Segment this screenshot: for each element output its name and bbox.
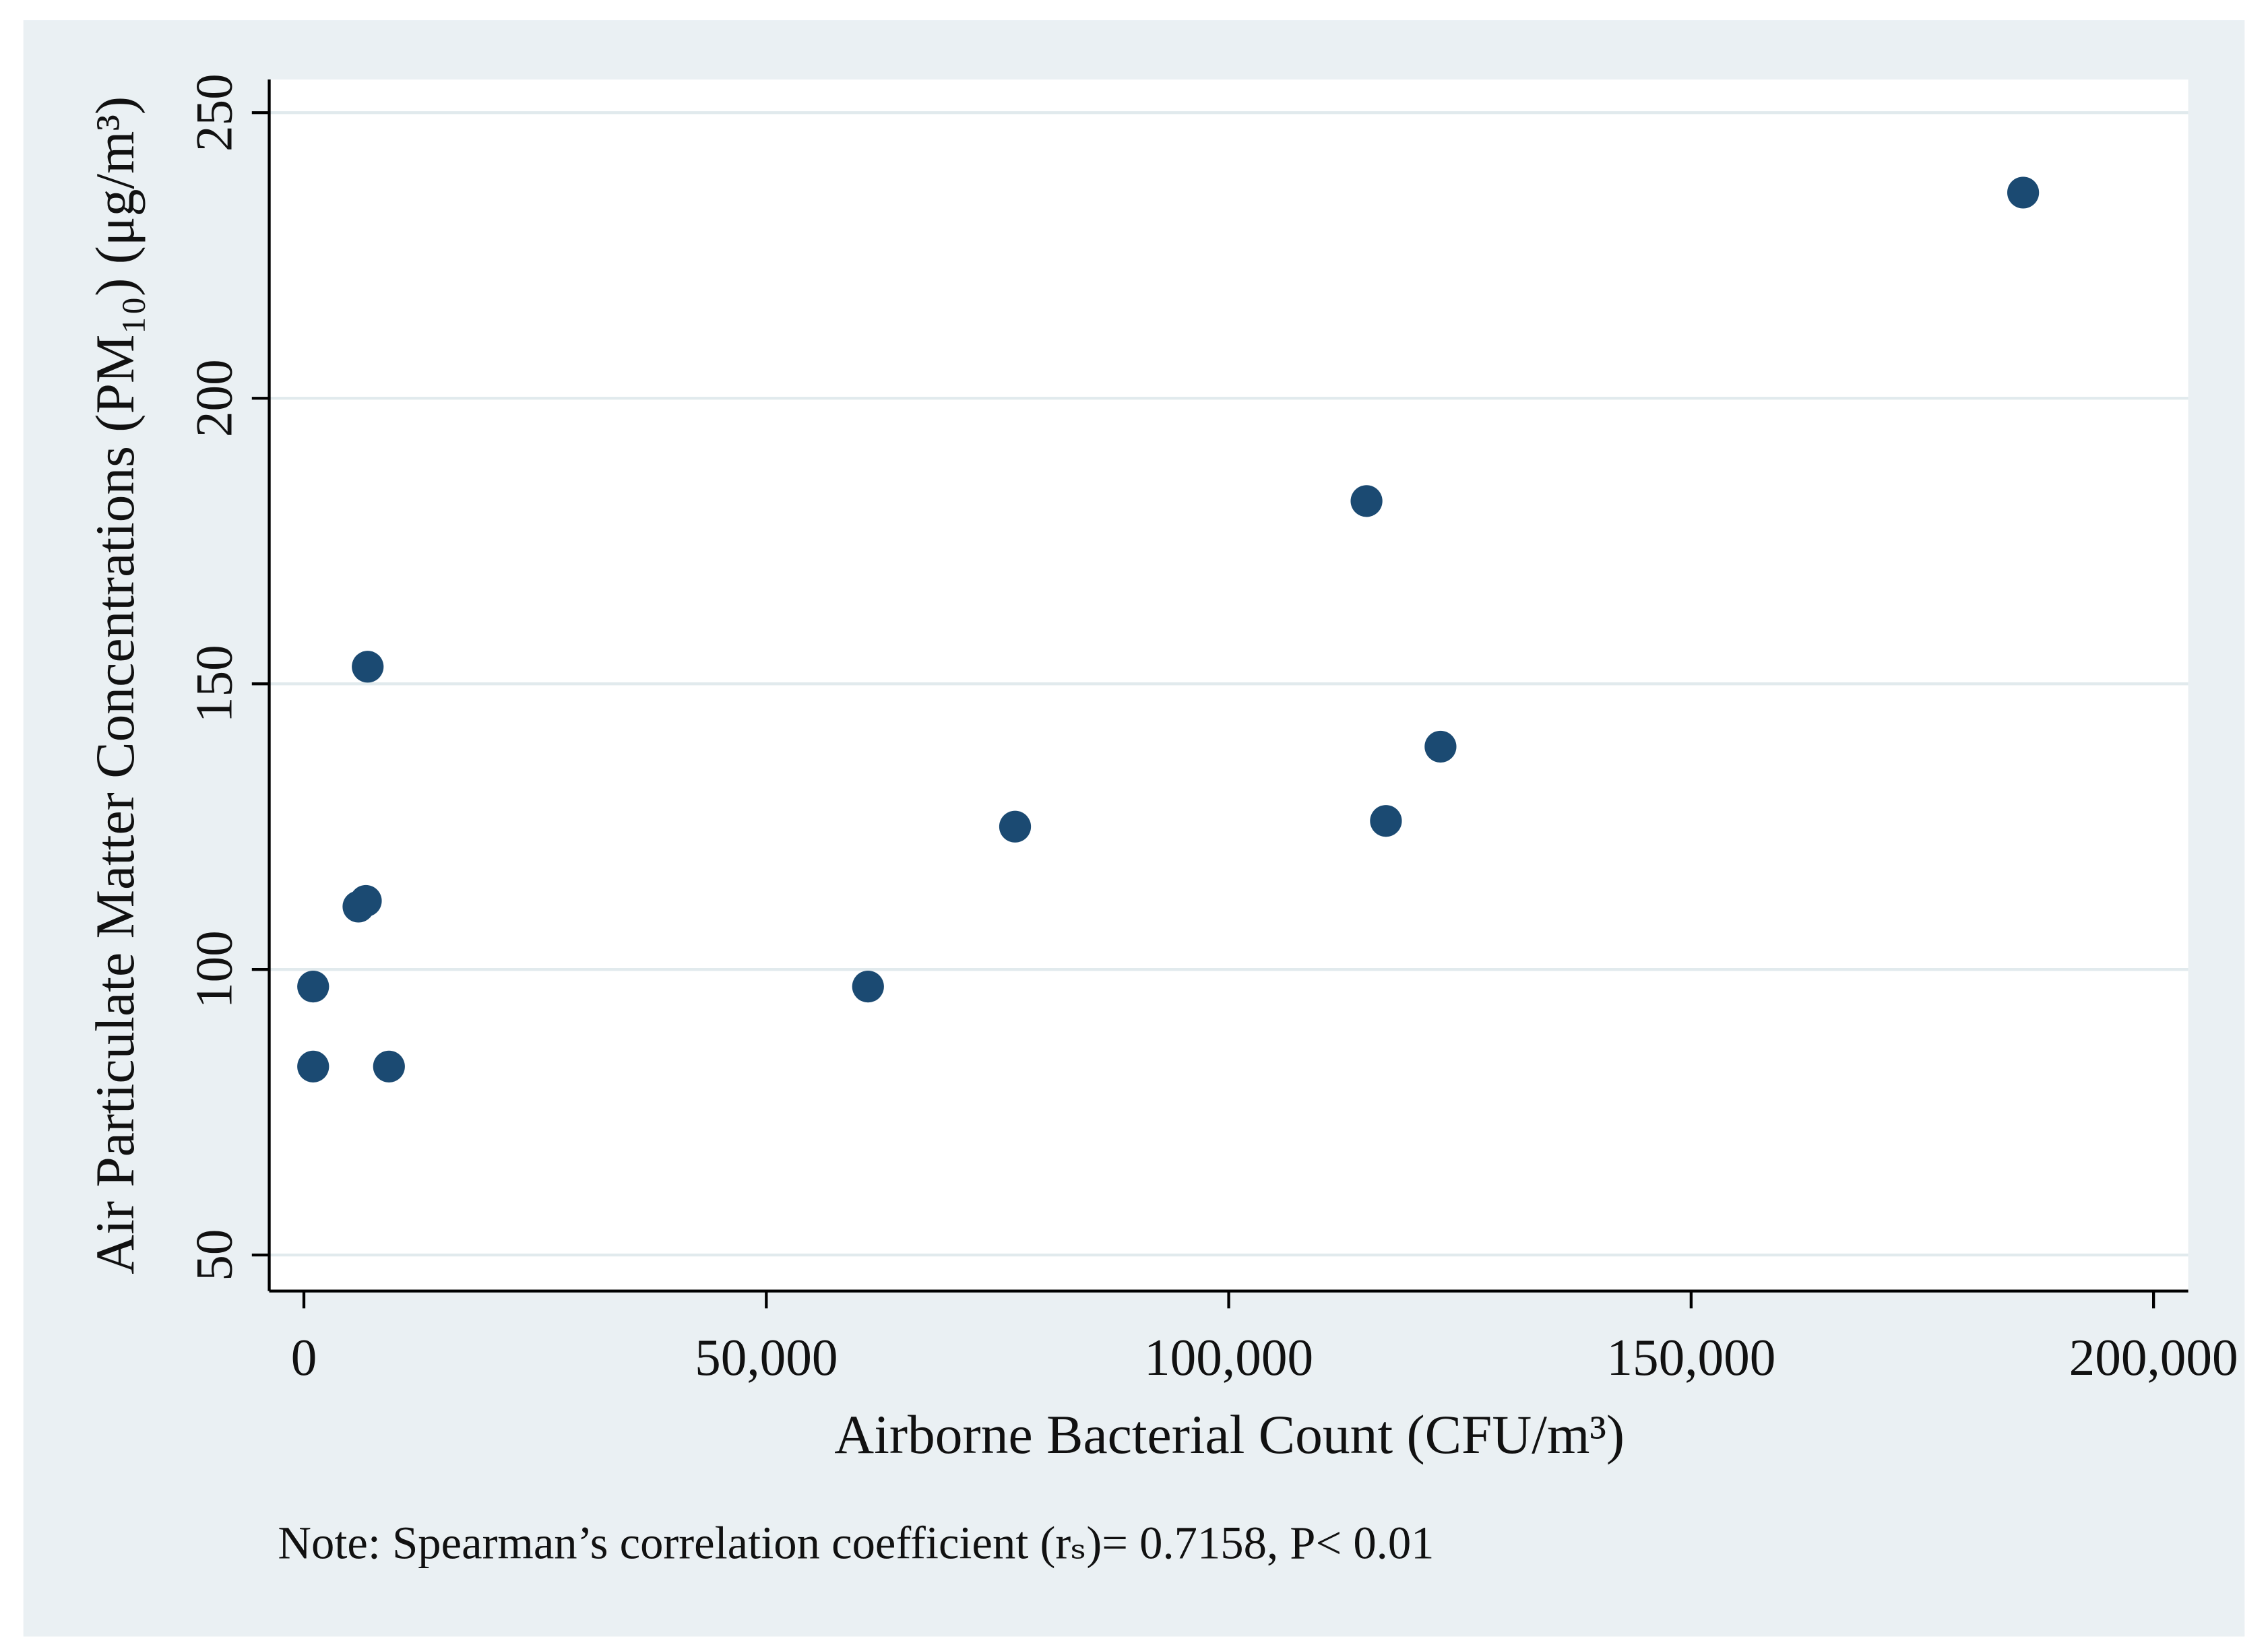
point [1370,805,1402,837]
note: Note: Spearman’s correlation coefficient… [278,1518,1434,1569]
y-tick-label: 250 [185,73,243,152]
point [1424,730,1457,763]
point [852,971,884,1003]
point [1350,485,1383,517]
x-axis-label: Airborne Bacterial Count (CFU/m³) [834,1404,1625,1465]
x-tick-label: 200,000 [2069,1328,2238,1386]
y-axis-label: Air Particulate Matter Concentrations (P… [84,96,146,1274]
point [373,1050,405,1082]
y-tick-label: 200 [185,359,243,437]
point [297,1050,329,1082]
x-tick-label: 50,000 [695,1328,838,1386]
point [350,884,382,917]
point [352,651,384,683]
point [999,810,1032,843]
y-tick-label: 50 [185,1229,243,1281]
point [297,971,329,1003]
x-tick-label: 150,000 [1606,1328,1775,1386]
x-tick-label: 0 [291,1328,317,1386]
y-tick-label: 100 [185,930,243,1008]
y-tick-label: 150 [185,645,243,723]
point [2007,176,2040,209]
x-tick-label: 100,000 [1144,1328,1313,1386]
